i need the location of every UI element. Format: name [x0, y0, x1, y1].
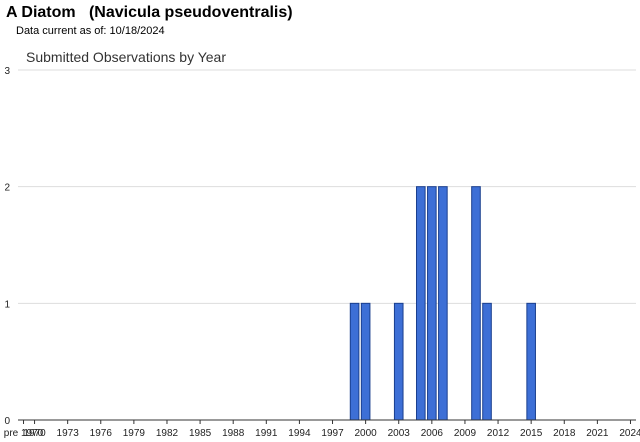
species-title: A Diatom (Navicula pseudoventralis) [6, 4, 293, 21]
grid-lines [18, 69, 636, 304]
x-tick-label: 1994 [288, 428, 311, 439]
y-tick-label: 1 [4, 299, 10, 310]
x-tick-label: pre 1970 [4, 428, 44, 439]
x-tick-label: 1973 [57, 428, 80, 439]
bar-2007[interactable] [438, 186, 448, 421]
bar-2006[interactable] [427, 186, 437, 421]
x-tick-label: 1997 [321, 428, 344, 439]
y-tick-labels: 0 1 2 3 [4, 66, 10, 427]
bar-1999[interactable] [349, 302, 360, 421]
x-tick-label: 1991 [255, 428, 278, 439]
x-tick-label: 2003 [388, 428, 411, 439]
bar-2000[interactable] [360, 302, 371, 421]
x-tick-label: 1985 [189, 428, 212, 439]
data-current-label: Data current as of: 10/18/2024 [16, 25, 165, 37]
bar-2011[interactable] [482, 302, 492, 421]
x-tick-label: 2021 [586, 428, 609, 439]
x-tick-label: 1970 [23, 428, 46, 439]
x-tick-label: 1979 [123, 428, 146, 439]
y-tick-label: 2 [4, 183, 10, 194]
y-tick-label: 3 [4, 66, 10, 77]
x-tick-label: 2024 [619, 428, 640, 439]
x-tick-label: 2012 [487, 428, 510, 439]
bar-2015[interactable] [526, 302, 536, 421]
bar-2003[interactable] [393, 302, 404, 421]
bar-2005[interactable] [415, 186, 426, 421]
x-tick-label: 2006 [421, 428, 444, 439]
x-tick-label: 2015 [520, 428, 543, 439]
x-tick-label: 2009 [454, 428, 477, 439]
y-tick-label: 0 [4, 416, 10, 427]
x-tick-label: 2018 [553, 428, 576, 439]
x-tick-label: 1976 [90, 428, 113, 439]
x-tick-label: 1988 [222, 428, 245, 439]
bar-2010[interactable] [471, 186, 481, 421]
bar-series [349, 186, 536, 421]
x-tick-label: 2000 [355, 428, 378, 439]
x-tick-label: 1982 [156, 428, 179, 439]
chart-title: Submitted Observations by Year [26, 49, 227, 65]
